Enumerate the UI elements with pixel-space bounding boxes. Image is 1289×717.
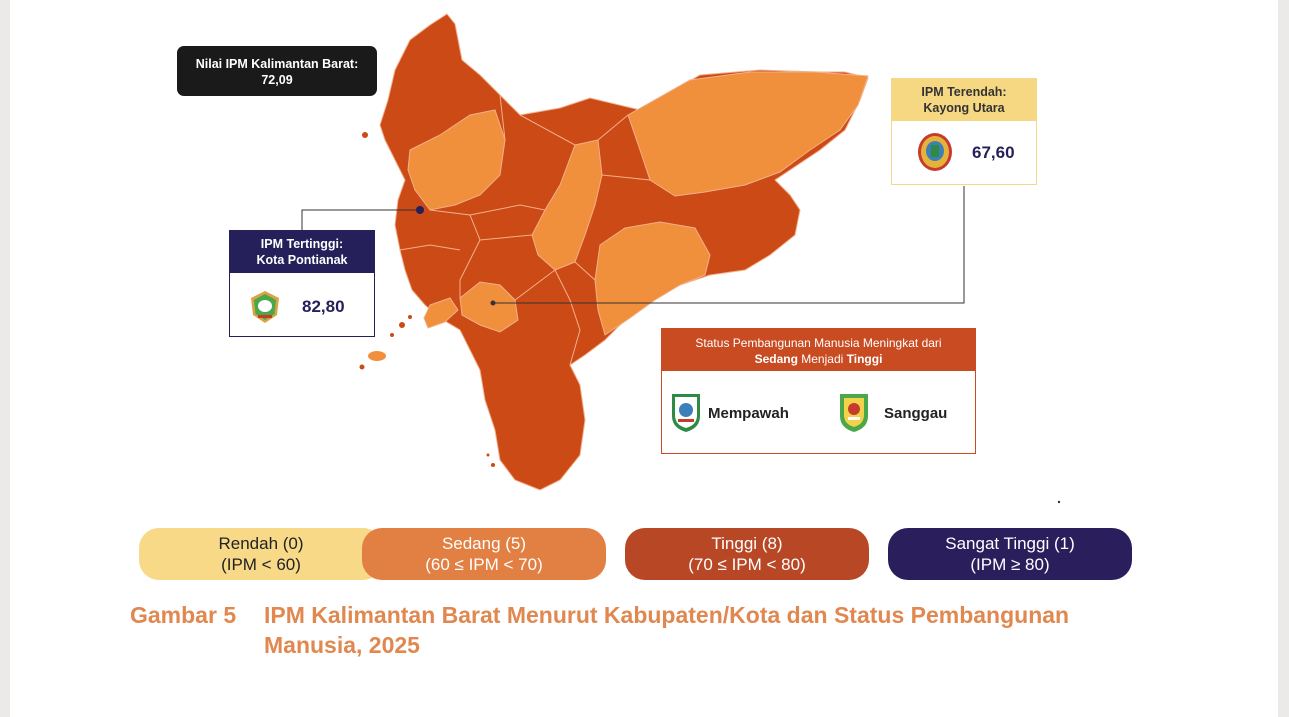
region-boundaries — [399, 94, 651, 366]
leader-line-lowest — [493, 186, 965, 304]
highest-ipm-region: Kota Pontianak — [256, 253, 348, 267]
legend-sangat-tinggi-range: (IPM ≥ 80) — [970, 555, 1050, 574]
region-sedang-kayong-utara — [459, 281, 519, 333]
kota-pontianak-emblem-icon — [251, 291, 279, 323]
region-sedang-east — [594, 221, 711, 336]
leader-line-highest — [301, 209, 420, 230]
legend-sangat-tinggi: Sangat Tinggi (1) (IPM ≥ 80) — [888, 528, 1132, 580]
status-from: Sedang — [754, 352, 798, 366]
marker-kayong-utara — [490, 300, 496, 306]
region-mempawah: Mempawah — [708, 405, 789, 422]
province-ipm-value: 72,09 — [261, 73, 293, 87]
lowest-ipm-box: IPM Terendah: Kayong Utara 67,60 — [891, 78, 1037, 185]
highest-ipm-value: 82,80 — [302, 297, 345, 316]
legend-tinggi-label: Tinggi (8) — [711, 534, 783, 553]
legend-sedang: Sedang (5) (60 ≤ IPM < 70) — [362, 528, 606, 580]
region-sedang-islands — [423, 297, 459, 329]
province-ipm-label: Nilai IPM Kalimantan Barat: — [195, 57, 359, 71]
mempawah-emblem-icon — [672, 394, 700, 432]
region-sanggau: Sanggau — [884, 405, 948, 422]
province-ipm-callout: Nilai IPM Kalimantan Barat: 72,09 — [177, 46, 377, 96]
dot-mark — [1057, 500, 1061, 504]
status-change-box: Status Pembangunan Manusia Meningkat dar… — [661, 328, 976, 454]
legend-rendah-range: (IPM < 60) — [221, 555, 301, 574]
highest-ipm-label: IPM Tertinggi: — [260, 237, 344, 251]
lowest-ipm-header: IPM Terendah: Kayong Utara — [892, 79, 1036, 121]
lowest-ipm-region: Kayong Utara — [923, 101, 1005, 115]
legend-rendah: Rendah (0) (IPM < 60) — [139, 528, 383, 580]
lowest-ipm-value: 67,60 — [972, 143, 1015, 162]
legend-sangat-tinggi-label: Sangat Tinggi (1) — [945, 534, 1075, 553]
legend-sedang-range: (60 ≤ IPM < 70) — [425, 555, 543, 574]
status-to: Tinggi — [846, 352, 883, 366]
legend-tinggi: Tinggi (8) (70 ≤ IPM < 80) — [625, 528, 869, 580]
sanggau-emblem-icon — [840, 394, 868, 432]
islands — [359, 132, 495, 467]
region-sedang-northeast — [627, 71, 869, 197]
kayong-utara-emblem-icon — [918, 133, 952, 171]
lowest-ipm-label: IPM Terendah: — [921, 85, 1007, 99]
highest-ipm-box: IPM Tertinggi: Kota Pontianak 82,80 — [229, 230, 375, 337]
figure-number: Gambar 5 — [130, 602, 237, 628]
legend-rendah-label: Rendah (0) — [218, 534, 304, 553]
island-sedang-south — [368, 351, 386, 361]
status-change-line1: Status Pembangunan Manusia Meningkat dar… — [695, 336, 942, 350]
highest-ipm-header: IPM Tertinggi: Kota Pontianak — [230, 231, 374, 273]
legend-sedang-label: Sedang (5) — [441, 534, 527, 553]
marker-kota-pontianak — [416, 206, 424, 214]
region-sedang-north — [407, 109, 506, 211]
region-sedang-central — [531, 139, 603, 271]
legend-tinggi-range: (70 ≤ IPM < 80) — [688, 555, 806, 574]
status-change-line2: Sedang Menjadi Tinggi — [662, 351, 975, 367]
status-middle: Menjadi — [797, 352, 847, 366]
figure-title: IPM Kalimantan Barat Menurut Kabupaten/K… — [264, 602, 1070, 658]
status-change-header: Status Pembangunan Manusia Meningkat dar… — [662, 329, 975, 371]
